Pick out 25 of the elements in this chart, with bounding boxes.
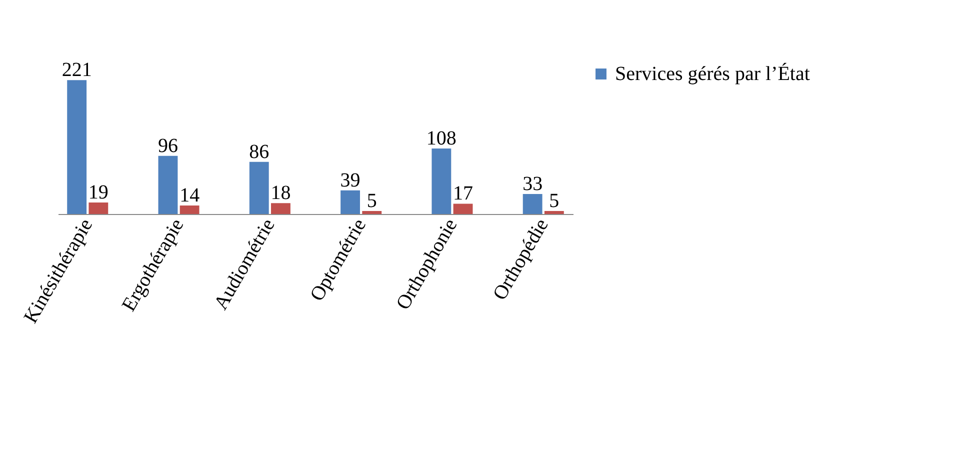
bar [271, 203, 290, 214]
bar [522, 194, 542, 214]
data-label: 39 [340, 169, 360, 192]
bar [67, 80, 87, 214]
data-label: 5 [549, 190, 560, 212]
bar [362, 210, 382, 214]
bar [544, 210, 564, 214]
bar [249, 162, 269, 214]
bar [453, 204, 473, 214]
bar [180, 206, 200, 214]
data-label: 86 [249, 140, 270, 163]
legend-label: Services gérés par l’État [615, 62, 810, 85]
data-label: 19 [88, 181, 108, 204]
data-label: 33 [522, 173, 543, 195]
data-label: 108 [426, 128, 456, 150]
data-label: 14 [180, 184, 200, 207]
bar [158, 156, 178, 214]
data-label: 221 [62, 59, 92, 82]
data-label: 96 [158, 134, 178, 157]
data-label: 17 [453, 182, 474, 205]
data-label: 5 [366, 190, 377, 212]
bar [88, 202, 108, 214]
bar [340, 190, 360, 214]
bar [432, 148, 452, 214]
data-label: 18 [270, 182, 291, 204]
